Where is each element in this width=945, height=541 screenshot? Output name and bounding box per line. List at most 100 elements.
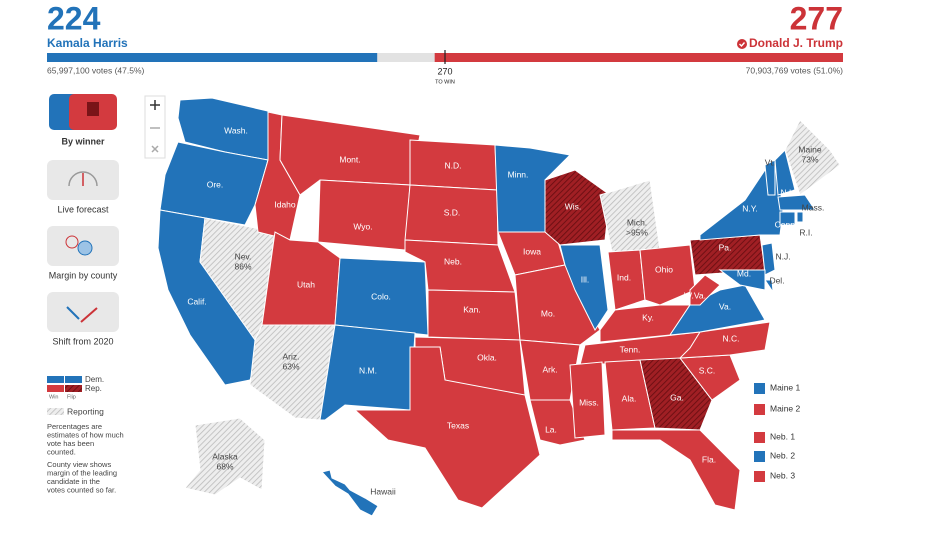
state-label: Idaho [274, 199, 296, 209]
note: Percentages are estimates of how much vote… [47, 422, 124, 457]
state-label: Iowa [523, 246, 541, 256]
state-shape[interactable] [678, 321, 771, 359]
view-option[interactable]: Margin by county [47, 226, 119, 280]
legend-reporting-swatch [47, 408, 64, 415]
state-shape[interactable] [761, 242, 776, 276]
legend-rep: Rep. [85, 384, 102, 393]
state-label: W.Va. [684, 290, 706, 300]
state-reporting-pct: 73% [801, 154, 818, 164]
state-shape[interactable] [317, 179, 411, 251]
state-shape[interactable] [353, 346, 541, 509]
state-shape[interactable] [764, 159, 776, 196]
district-label: Maine 2 [770, 403, 801, 413]
state-label: Conn. [775, 219, 798, 229]
state-label: Wis. [565, 201, 582, 211]
legend-dem: Dem. [85, 375, 104, 384]
bubble-icon [77, 240, 93, 256]
view-option[interactable]: By winner [47, 92, 119, 146]
state-shape[interactable] [559, 244, 609, 332]
legend-flip: Flip [67, 394, 76, 400]
district-swatch [754, 451, 765, 462]
state-label: Maine [798, 144, 821, 154]
state-label: Miss. [579, 397, 599, 407]
state-shape[interactable] [321, 469, 379, 517]
threshold-label: TO WIN [435, 79, 455, 85]
arrow-icon [80, 307, 98, 323]
state-label: Hawaii [370, 486, 396, 496]
state-label: Ind. [617, 272, 631, 282]
state-shape[interactable] [689, 274, 721, 306]
state-shape[interactable] [764, 279, 774, 293]
threshold-value: 270 [437, 66, 452, 76]
state-label: Md. [737, 268, 751, 278]
state-label: Ariz. [283, 351, 300, 361]
district-swatch [754, 383, 765, 394]
state-shape[interactable] [639, 357, 713, 431]
state-shape[interactable] [784, 119, 841, 196]
state-shape[interactable] [159, 141, 269, 226]
view-label: By winner [61, 136, 105, 146]
state-shape[interactable] [319, 324, 416, 421]
state-label: N.H. [781, 187, 798, 197]
state-reporting-pct: 86% [234, 261, 251, 271]
state-label: N.M. [359, 365, 377, 375]
state-shape[interactable] [796, 211, 804, 223]
state-reporting-pct: >95% [626, 227, 648, 237]
state-label: Mont. [339, 154, 360, 164]
state-shape[interactable] [184, 417, 266, 496]
district-label: Maine 1 [770, 382, 801, 392]
harris-bar [47, 53, 378, 62]
district-swatch [754, 471, 765, 482]
district-swatch [754, 404, 765, 415]
state-label: Ark. [542, 364, 557, 374]
arrow-icon [66, 306, 80, 320]
zoom-in[interactable] [150, 100, 160, 110]
state-label: Colo. [371, 291, 391, 301]
trump-votes: 70,903,769 votes (51.0%) [746, 65, 844, 75]
state-shape[interactable] [718, 269, 766, 291]
state-shape[interactable] [529, 399, 586, 446]
state-label: S.D. [444, 207, 461, 217]
legend-dem-win [47, 376, 64, 383]
zoom-controls [144, 95, 166, 159]
view-option[interactable]: Shift from 2020 [47, 292, 119, 346]
state-label: R.I. [799, 227, 812, 237]
harris-votes: 65,997,100 votes (47.5%) [47, 65, 145, 75]
state-shape[interactable] [777, 194, 816, 211]
state-label: Calif. [187, 296, 206, 306]
state-shape[interactable] [569, 361, 606, 439]
state-label: Ga. [670, 392, 684, 402]
state-label: Tenn. [620, 344, 641, 354]
state-label: Neb. [444, 256, 462, 266]
state-label: Minn. [508, 169, 529, 179]
state-shape[interactable] [544, 169, 611, 246]
state-label: Del. [769, 275, 784, 285]
zoom-reset[interactable] [151, 145, 159, 153]
state-label: Ala. [622, 393, 637, 403]
state-shape[interactable] [599, 179, 661, 253]
state-shape[interactable] [611, 429, 741, 511]
zoom-box [144, 95, 166, 159]
state-shape[interactable] [514, 264, 601, 346]
state-reporting-pct: 68% [216, 461, 233, 471]
legend-dem-flip [65, 376, 82, 383]
state-label: Ky. [642, 312, 654, 322]
view-option[interactable]: Live forecast [47, 160, 119, 214]
state-label: Okla. [477, 352, 497, 362]
state-shape[interactable] [668, 284, 766, 336]
state-label: N.D. [445, 160, 462, 170]
state-shape[interactable] [779, 211, 796, 226]
state-label: Pa. [719, 242, 732, 252]
state-shape[interactable] [639, 244, 696, 306]
state-shape[interactable] [427, 289, 521, 341]
state-label: Wash. [224, 125, 248, 135]
bubble-icon [65, 235, 79, 249]
state-shape[interactable] [774, 149, 796, 196]
legend: Dem.Rep. Win Flip Reporting [47, 375, 104, 416]
winner-check-icon [737, 39, 747, 49]
state-shape[interactable] [689, 234, 766, 276]
state-label: Va. [719, 301, 731, 311]
check-mark [739, 42, 746, 48]
